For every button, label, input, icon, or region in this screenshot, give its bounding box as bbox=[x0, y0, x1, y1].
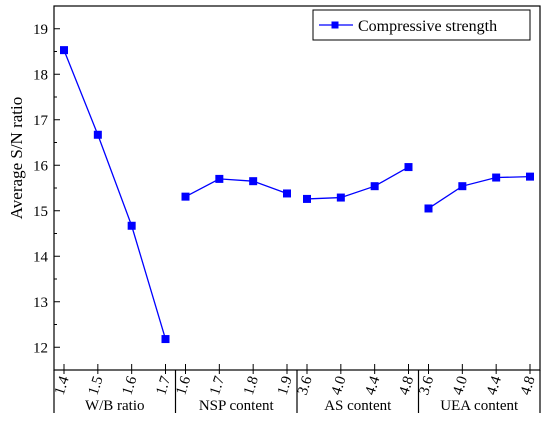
legend: Compressive strength bbox=[312, 9, 531, 41]
data-point bbox=[336, 193, 345, 202]
data-point bbox=[60, 46, 68, 55]
x-tick-label: 1.6 bbox=[173, 374, 194, 397]
x-tick-label: 4.0 bbox=[329, 374, 350, 397]
x-tick-label: 3.6 bbox=[416, 374, 437, 397]
y-tick-label: 12 bbox=[33, 340, 48, 356]
plot-border bbox=[53, 5, 541, 371]
x-tick-label: 1.5 bbox=[86, 374, 107, 397]
data-point bbox=[424, 204, 433, 213]
data-point bbox=[526, 172, 534, 181]
x-tick-label: 1.8 bbox=[241, 374, 262, 397]
y-tick-label: 19 bbox=[33, 22, 48, 38]
x-tick-label: 1.7 bbox=[207, 374, 228, 397]
x-tick-label: 1.4 bbox=[52, 374, 73, 397]
group-label: W/B ratio bbox=[85, 398, 145, 414]
y-tick-label: 14 bbox=[33, 249, 49, 265]
x-tick-label: 4.0 bbox=[450, 374, 471, 397]
series-layer bbox=[60, 46, 534, 344]
group-label: AS content bbox=[324, 398, 392, 414]
series-line-segment bbox=[306, 166, 409, 200]
x-tick-label: 1.7 bbox=[153, 374, 174, 397]
data-point bbox=[492, 173, 501, 182]
data-point bbox=[458, 182, 467, 191]
y-axis-label: Average S/N ratio bbox=[7, 97, 26, 219]
data-point bbox=[161, 335, 170, 344]
group-label: UEA content bbox=[440, 398, 519, 414]
y-tick-label: 13 bbox=[33, 295, 48, 311]
x-tick-label: 3.6 bbox=[295, 374, 316, 397]
data-point bbox=[127, 221, 136, 230]
series-line-segment bbox=[428, 175, 531, 210]
x-tick-label: 4.4 bbox=[362, 374, 383, 397]
data-point bbox=[370, 182, 379, 191]
series-line-segment bbox=[63, 49, 167, 340]
legend-marker bbox=[331, 21, 339, 29]
y-axis: 12 13 14 15 16 17 18 19 bbox=[33, 5, 60, 371]
y-tick-label: 18 bbox=[33, 67, 48, 83]
group-label: NSP content bbox=[199, 398, 275, 414]
plot-frame bbox=[53, 5, 541, 371]
y-tick-label: 15 bbox=[33, 204, 48, 220]
data-point bbox=[303, 194, 311, 203]
x-tick-label: 4.4 bbox=[484, 374, 505, 397]
legend-label: Compressive strength bbox=[358, 18, 497, 35]
x-tick-label: 1.9 bbox=[275, 374, 296, 397]
series-line-segment bbox=[185, 178, 288, 198]
data-point bbox=[93, 130, 102, 139]
data-point bbox=[181, 192, 190, 201]
data-point bbox=[215, 174, 224, 183]
data-point bbox=[283, 189, 291, 198]
x-tick-label: 4.8 bbox=[518, 374, 539, 397]
x-tick-label: 4.8 bbox=[396, 374, 417, 397]
y-tick-label: 17 bbox=[33, 113, 49, 129]
data-point bbox=[404, 163, 413, 172]
x-tick-label: 1.6 bbox=[119, 374, 140, 397]
data-point bbox=[249, 177, 258, 186]
y-tick-label: 16 bbox=[33, 158, 49, 174]
